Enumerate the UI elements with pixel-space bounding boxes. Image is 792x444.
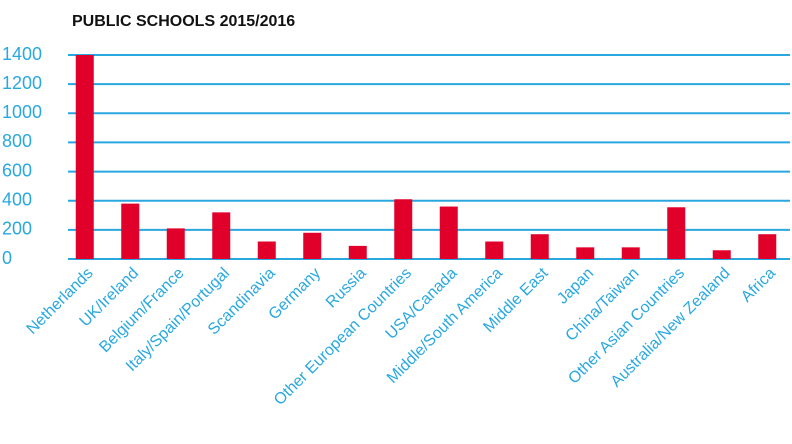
- bar: [576, 247, 595, 259]
- x-tick-label: Belgium/France: [96, 265, 187, 356]
- bar: [303, 232, 322, 259]
- bar: [712, 250, 731, 259]
- bar: [212, 212, 231, 259]
- bar: [667, 207, 686, 259]
- y-tick-label: 0: [2, 248, 12, 268]
- bar: [348, 245, 367, 259]
- x-tick-label: Africa: [738, 265, 779, 306]
- bar: [257, 241, 276, 259]
- y-tick-label: 200: [2, 219, 32, 239]
- bar: [758, 234, 777, 259]
- y-tick-label: 1000: [2, 102, 42, 122]
- y-tick-label: 600: [2, 160, 32, 180]
- bar: [439, 206, 458, 259]
- y-tick-label: 800: [2, 131, 32, 151]
- bar: [75, 55, 94, 259]
- y-tick-label: 400: [2, 189, 32, 209]
- bar: [530, 234, 549, 259]
- bar: [121, 203, 140, 259]
- bar: [166, 228, 185, 259]
- y-tick-label: 1400: [2, 44, 42, 64]
- x-tick-label: Japan: [554, 265, 597, 308]
- chart-title: PUBLIC SCHOOLS 2015/2016: [72, 13, 295, 30]
- bar: [485, 241, 504, 259]
- bar: [394, 199, 413, 259]
- bar: [621, 247, 640, 259]
- y-tick-label: 1200: [2, 73, 42, 93]
